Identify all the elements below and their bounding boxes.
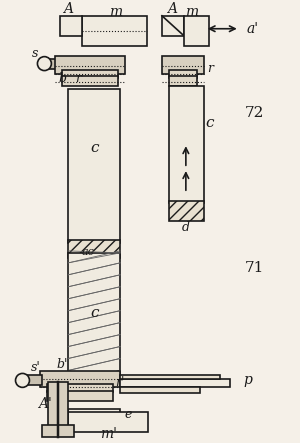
- Bar: [68, 409, 120, 417]
- Bar: [40, 371, 120, 387]
- Bar: [62, 76, 118, 85]
- Bar: [56, 56, 125, 74]
- Bar: [42, 425, 74, 437]
- Bar: [62, 70, 118, 78]
- Text: 71: 71: [245, 261, 264, 275]
- Bar: [169, 85, 204, 203]
- Bar: [162, 56, 204, 74]
- Bar: [44, 58, 64, 69]
- Bar: [82, 16, 147, 46]
- Bar: [120, 387, 200, 393]
- Bar: [169, 70, 197, 78]
- Bar: [120, 375, 220, 379]
- Text: A: A: [63, 2, 73, 16]
- Text: m: m: [185, 5, 198, 19]
- Bar: [22, 375, 42, 385]
- Bar: [169, 201, 204, 221]
- Text: p: p: [243, 373, 252, 387]
- Bar: [169, 76, 197, 85]
- Text: s: s: [32, 47, 39, 60]
- Bar: [47, 391, 113, 401]
- Bar: [48, 382, 68, 432]
- Text: ac: ac: [82, 247, 95, 257]
- Bar: [68, 89, 120, 243]
- Bar: [68, 253, 120, 382]
- Text: r': r': [116, 376, 125, 389]
- Text: e: e: [124, 408, 132, 421]
- Text: 72: 72: [245, 106, 264, 120]
- Bar: [120, 379, 230, 387]
- Bar: [47, 385, 113, 392]
- Text: A': A': [38, 397, 52, 411]
- Bar: [68, 240, 120, 258]
- Text: r: r: [75, 72, 81, 85]
- Text: d: d: [182, 222, 190, 234]
- Text: c: c: [206, 117, 214, 130]
- Text: s': s': [31, 361, 40, 374]
- Bar: [162, 16, 184, 36]
- Text: m': m': [100, 427, 117, 441]
- Bar: [68, 412, 148, 432]
- Circle shape: [16, 373, 29, 387]
- Bar: [184, 16, 209, 46]
- Bar: [60, 16, 82, 36]
- Text: b: b: [58, 72, 66, 85]
- Text: c: c: [90, 306, 98, 320]
- Text: m: m: [109, 5, 122, 19]
- Circle shape: [38, 57, 51, 70]
- Text: r: r: [207, 62, 213, 75]
- Text: b': b': [57, 358, 68, 371]
- Text: a': a': [247, 22, 259, 36]
- Text: A: A: [167, 2, 177, 16]
- Text: c: c: [90, 141, 98, 155]
